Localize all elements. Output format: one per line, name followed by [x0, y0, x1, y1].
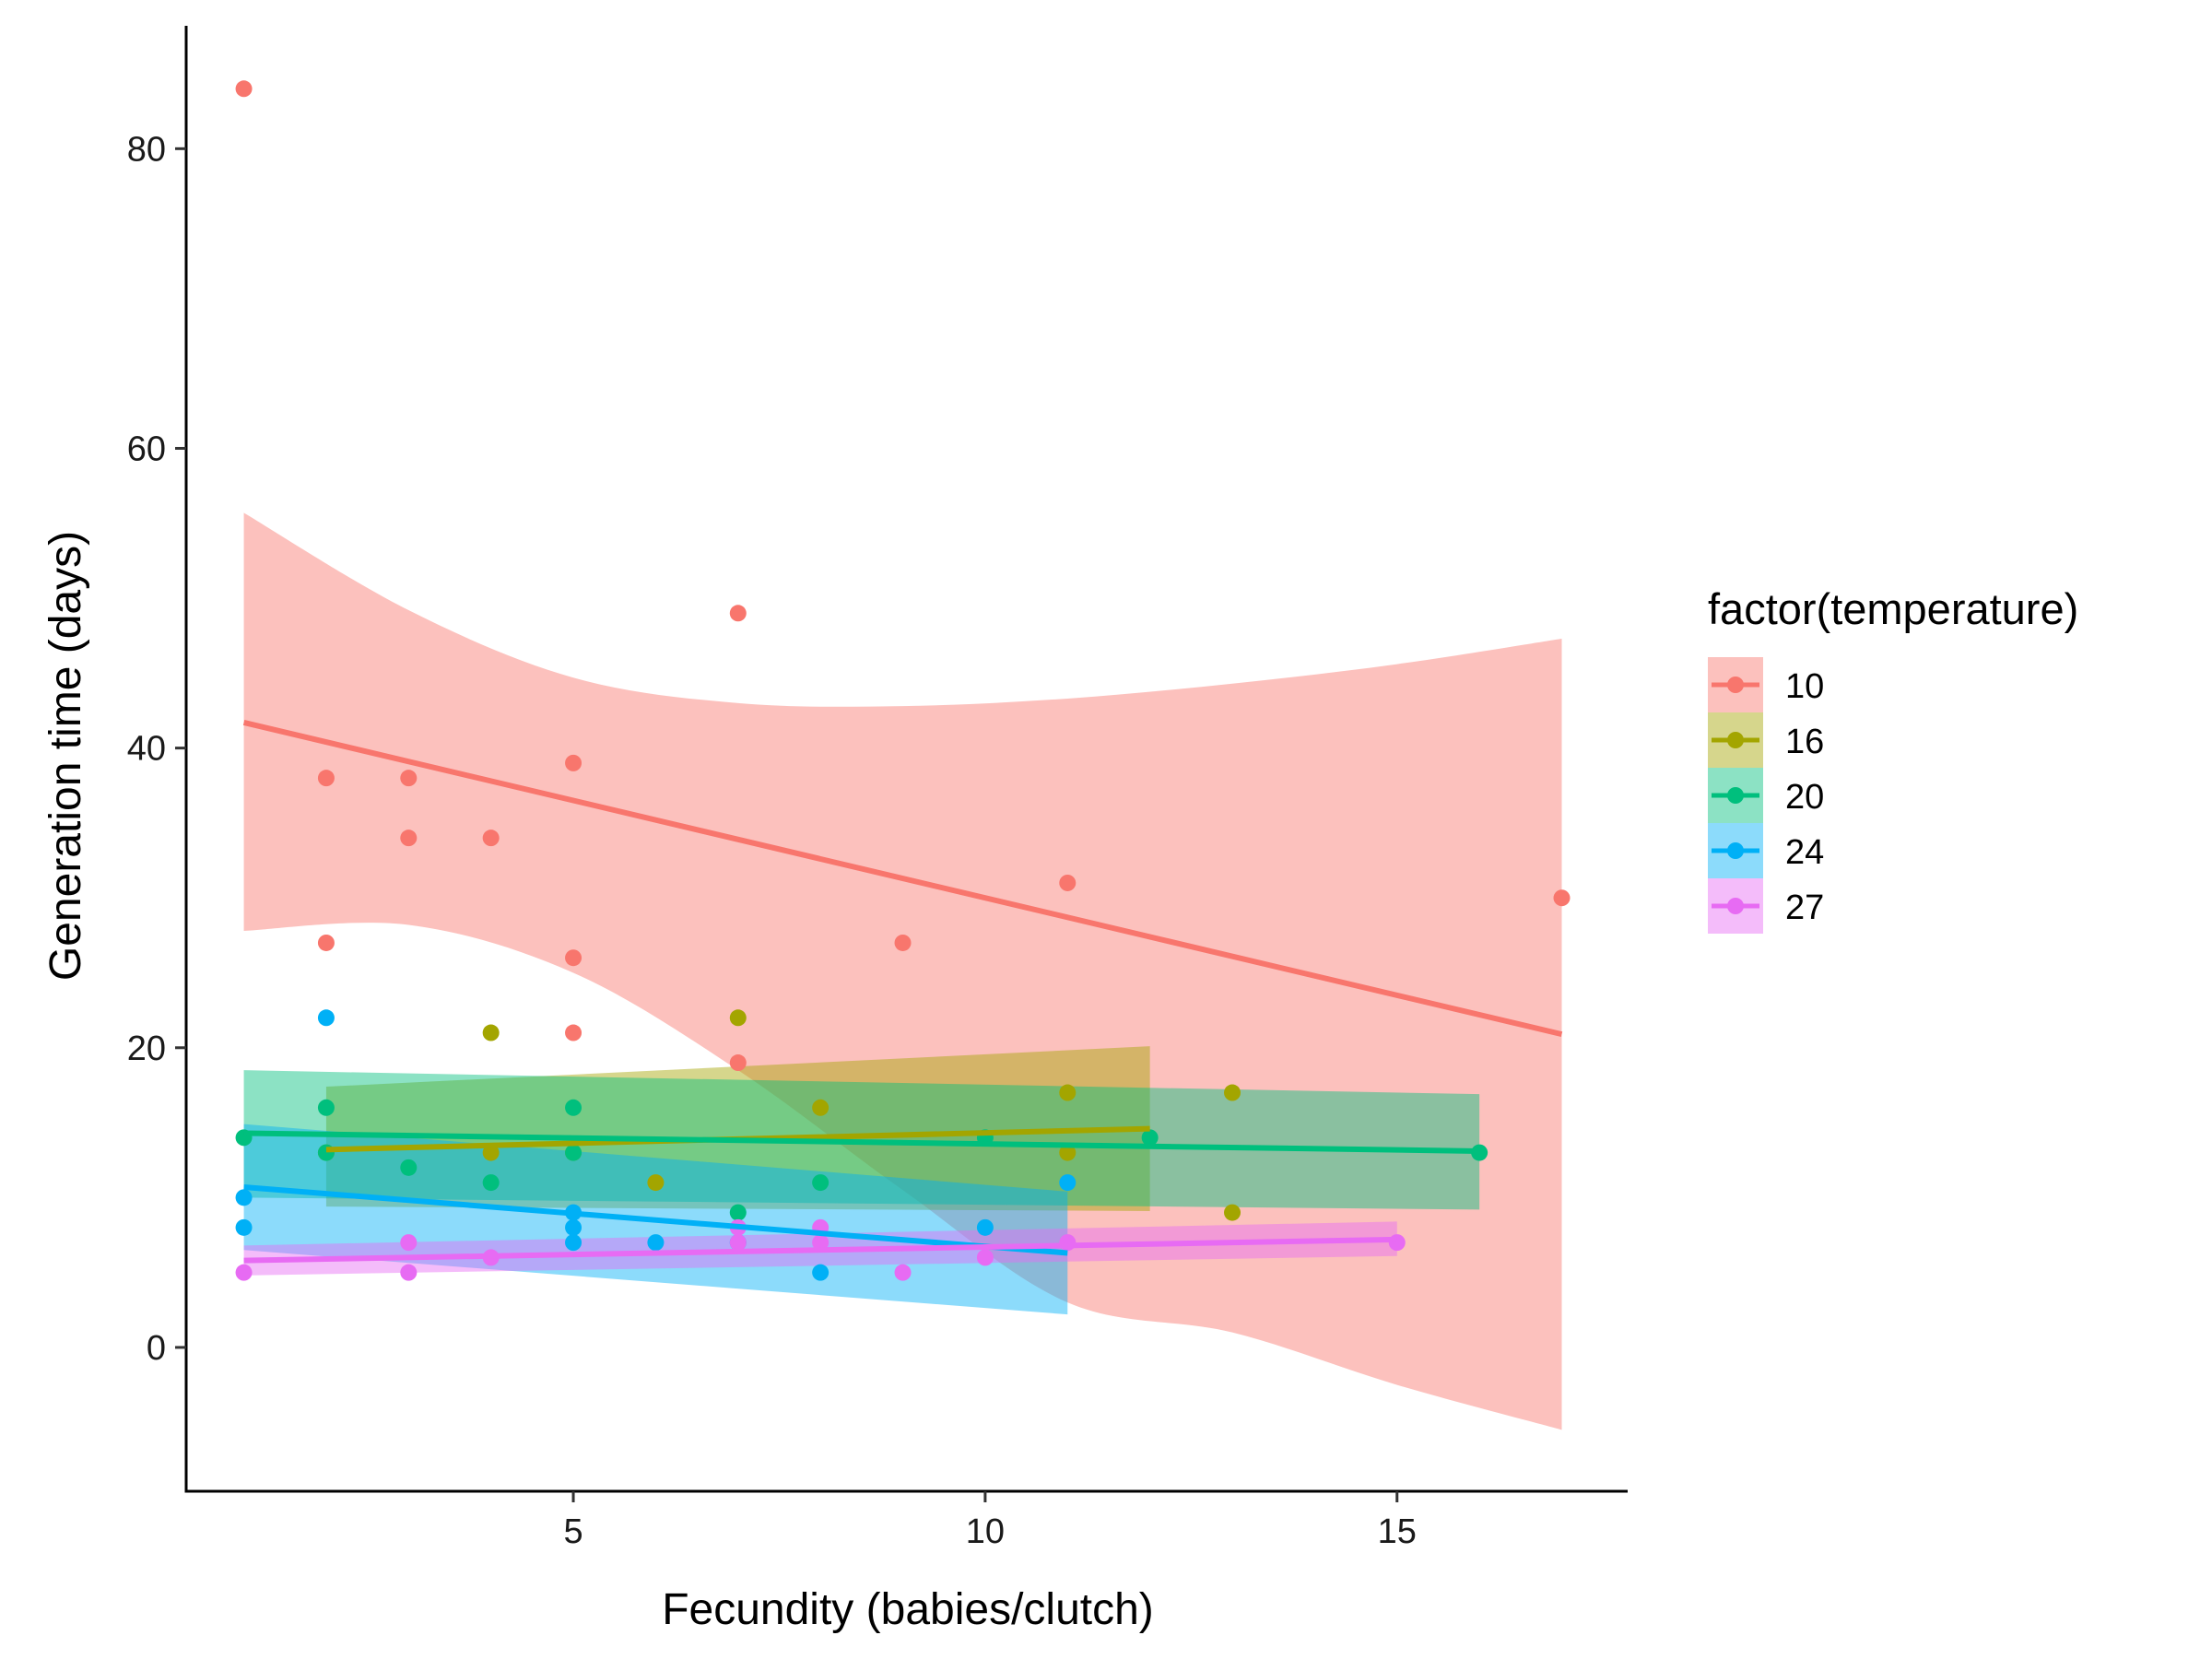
data-point-16 [729, 1009, 747, 1027]
legend-key-point [1727, 732, 1744, 748]
data-point-10 [317, 770, 335, 787]
data-point-24 [812, 1264, 830, 1281]
legend-label: 24 [1785, 833, 1824, 872]
legend-title: factor(temperature) [1708, 584, 2078, 633]
data-point-27 [812, 1234, 830, 1252]
legend-key-point [1727, 898, 1744, 914]
data-point-24 [976, 1218, 994, 1236]
data-point-10 [894, 934, 912, 951]
data-point-24 [565, 1218, 582, 1236]
data-point-20 [400, 1159, 418, 1176]
data-point-24 [235, 1218, 253, 1236]
fit-line-20 [243, 1130, 1480, 1154]
legend: factor(temperature) 10 16 20 24 27 [1708, 584, 2078, 934]
data-points [235, 80, 1571, 1281]
legend-label: 27 [1785, 888, 1824, 927]
data-point-27 [976, 1249, 994, 1266]
legend-item-16: 16 [1708, 712, 1824, 768]
data-point-20 [812, 1174, 830, 1192]
legend-items: 10 16 20 24 27 [1708, 657, 1824, 934]
data-point-16 [1059, 1084, 1077, 1101]
data-point-24 [235, 1189, 253, 1206]
data-point-20 [317, 1099, 335, 1116]
confidence-band-10 [243, 512, 1562, 1430]
data-point-10 [400, 770, 418, 787]
fit-line-10 [242, 720, 1563, 1038]
data-point-16 [482, 1024, 500, 1041]
data-point-27 [235, 1264, 253, 1281]
data-point-16 [647, 1174, 665, 1192]
x-tick-label: 10 [966, 1512, 1005, 1551]
legend-label: 10 [1785, 667, 1824, 706]
data-point-27 [400, 1264, 418, 1281]
data-point-10 [729, 1054, 747, 1072]
y-tick-label: 80 [127, 130, 166, 169]
data-point-10 [729, 605, 747, 622]
data-point-10 [400, 830, 418, 847]
data-point-16 [1224, 1084, 1241, 1101]
y-tick-label: 40 [127, 730, 166, 769]
data-point-24 [317, 1009, 335, 1027]
legend-label: 20 [1785, 778, 1824, 817]
y-axis-ticks: 0 20 40 60 80 [127, 130, 186, 1368]
data-point-20 [729, 1204, 747, 1221]
data-point-16 [482, 1144, 500, 1161]
x-axis-ticks: 5 10 15 [563, 1491, 1417, 1551]
data-point-10 [565, 1024, 582, 1041]
data-point-10 [565, 949, 582, 967]
data-point-24 [565, 1234, 582, 1252]
legend-item-24: 24 [1708, 823, 1824, 878]
data-point-20 [482, 1174, 500, 1192]
legend-key-point [1727, 677, 1744, 693]
confidence-band-16 [325, 1046, 1150, 1211]
x-tick-label: 15 [1378, 1512, 1417, 1551]
axes: 5 10 15 0 20 40 60 80 [127, 26, 1628, 1551]
data-point-10 [1553, 889, 1571, 907]
x-tick-label: 5 [563, 1512, 582, 1551]
data-point-10 [482, 830, 500, 847]
y-axis-title: Generation time (days) [41, 531, 90, 981]
y-tick-label: 20 [127, 1030, 166, 1068]
y-tick-label: 0 [147, 1329, 166, 1368]
y-tick-label: 60 [127, 429, 166, 468]
data-point-24 [647, 1234, 665, 1252]
data-point-16 [812, 1099, 830, 1116]
confidence-bands [243, 512, 1562, 1430]
legend-label: 16 [1785, 723, 1824, 761]
data-point-10 [317, 934, 335, 951]
data-point-16 [1224, 1204, 1241, 1221]
data-point-27 [400, 1234, 418, 1252]
data-point-27 [894, 1264, 912, 1281]
fit-line-27 [243, 1236, 1397, 1264]
data-point-16 [1059, 1144, 1077, 1161]
data-point-20 [565, 1144, 582, 1161]
x-axis-title: Fecundity (babies/clutch) [662, 1585, 1154, 1634]
legend-key-point [1727, 787, 1744, 804]
fit-line-24 [243, 1183, 1068, 1256]
data-point-10 [1059, 874, 1077, 891]
data-point-10 [235, 80, 253, 98]
fit-lines [242, 720, 1563, 1264]
legend-item-20: 20 [1708, 768, 1824, 823]
data-point-20 [1141, 1129, 1159, 1147]
data-point-27 [729, 1234, 747, 1252]
data-point-24 [1059, 1174, 1077, 1192]
legend-key-point [1727, 842, 1744, 859]
legend-item-27: 27 [1708, 878, 1824, 934]
data-point-27 [1388, 1234, 1406, 1252]
data-point-20 [565, 1099, 582, 1116]
legend-item-10: 10 [1708, 657, 1824, 712]
data-point-10 [565, 754, 582, 771]
